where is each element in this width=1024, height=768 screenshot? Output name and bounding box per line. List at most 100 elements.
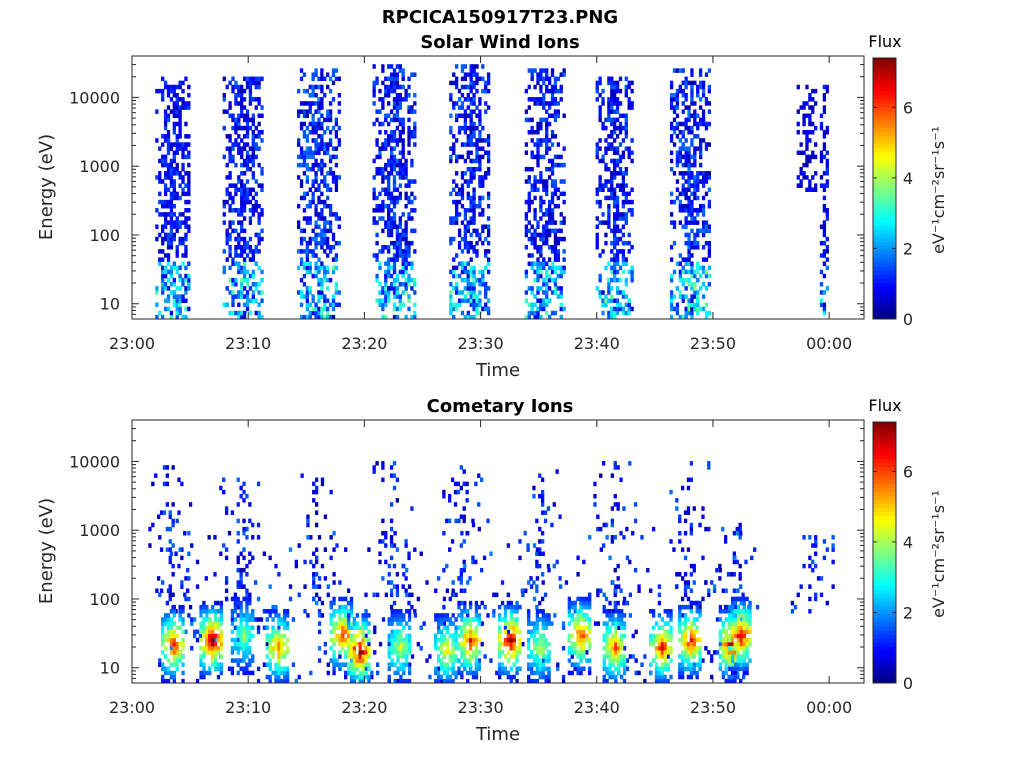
heatmap-cell — [332, 654, 336, 659]
heatmap-cell — [175, 265, 179, 271]
heatmap-cell — [613, 138, 617, 143]
heatmap-cell — [690, 175, 694, 180]
heatmap-cell — [168, 559, 172, 565]
heatmap-cell — [168, 514, 172, 520]
heatmap-cell — [326, 236, 330, 242]
heatmap-cell — [621, 138, 626, 143]
heatmap-cell — [213, 654, 218, 659]
heatmap-cell — [604, 240, 608, 246]
heatmap-cell — [696, 277, 700, 283]
heatmap-cell — [425, 580, 429, 585]
heatmap-cell — [239, 485, 243, 491]
heatmap-cell — [175, 253, 179, 258]
heatmap-cell — [378, 109, 382, 114]
heatmap-cell — [469, 290, 473, 295]
colorbar-frame — [872, 57, 897, 320]
heatmap-cell — [455, 203, 459, 209]
heatmap-cell — [181, 646, 185, 651]
heatmap-cell — [678, 294, 682, 299]
heatmap-cell — [171, 543, 175, 548]
heatmap-cell — [228, 105, 232, 110]
heatmap-cell — [372, 80, 376, 86]
heatmap-cell — [274, 662, 278, 667]
heatmap-cell — [361, 654, 365, 659]
heatmap-cell — [621, 216, 626, 221]
heatmap-cell — [619, 588, 623, 593]
heatmap-cell — [410, 208, 414, 213]
heatmap-cell — [484, 138, 488, 143]
heatmap-cell — [328, 138, 333, 143]
heatmap-cell — [172, 294, 176, 299]
heatmap-cell — [337, 302, 341, 308]
colorbar-segment — [873, 90, 896, 96]
heatmap-cell — [332, 596, 336, 602]
heatmap-cell — [486, 195, 491, 201]
heatmap-cell — [452, 134, 456, 139]
heatmap-cell — [481, 183, 485, 188]
heatmap-cell — [533, 68, 537, 73]
heatmap-cell — [187, 613, 191, 618]
heatmap-cell — [242, 265, 247, 271]
heatmap-cell — [607, 208, 611, 213]
heatmap-cell — [449, 113, 453, 119]
heatmap-cell — [686, 584, 691, 589]
heatmap-cell — [389, 166, 394, 172]
heatmap-cell — [245, 298, 250, 303]
heatmap-cell — [168, 584, 172, 589]
heatmap-cell — [381, 105, 385, 110]
heatmap-cell — [624, 134, 628, 139]
heatmap-cell — [225, 134, 229, 139]
heatmap-cell — [478, 175, 482, 180]
heatmap-cell — [822, 224, 827, 229]
heatmap-cell — [482, 555, 487, 561]
heatmap-cell — [254, 298, 258, 303]
heatmap-cell — [294, 559, 298, 565]
heatmap-cell — [228, 236, 232, 242]
heatmap-cell — [222, 543, 226, 548]
heatmap-cell — [314, 158, 318, 164]
heatmap-cell — [172, 109, 176, 114]
heatmap-cell — [320, 84, 324, 90]
heatmap-cell — [669, 220, 674, 225]
heatmap-cell — [387, 572, 391, 577]
heatmap-cell — [178, 613, 182, 618]
heatmap-cell — [254, 245, 258, 250]
heatmap-cell — [556, 203, 560, 209]
heatmap-cell — [696, 195, 700, 201]
heatmap-cell — [251, 187, 255, 193]
heatmap-cell — [236, 530, 240, 536]
heatmap-cell — [457, 97, 462, 102]
heatmap-cell — [248, 216, 253, 221]
heatmap-cell — [314, 212, 318, 217]
heatmap-cell — [181, 80, 185, 86]
heatmap-cell — [187, 273, 191, 279]
heatmap-cell — [449, 240, 453, 246]
heatmap-cell — [539, 97, 543, 102]
heatmap-cell — [607, 314, 611, 320]
heatmap-cell — [148, 526, 152, 532]
heatmap-cell — [161, 162, 165, 168]
heatmap-cell — [361, 666, 365, 672]
heatmap-cell — [506, 629, 511, 635]
heatmap-cell — [337, 240, 341, 246]
panel1-heatmap — [155, 64, 829, 320]
heatmap-cell — [533, 175, 537, 180]
heatmap-cell — [306, 518, 310, 524]
heatmap-cell — [553, 109, 558, 114]
heatmap-cell — [413, 282, 417, 287]
heatmap-cell — [469, 232, 473, 238]
heatmap-cell — [690, 97, 694, 102]
heatmap-cell — [819, 253, 824, 258]
heatmap-cell — [245, 84, 250, 90]
heatmap-cell — [701, 80, 706, 86]
heatmap-cell — [381, 518, 385, 524]
heatmap-cell — [486, 224, 491, 229]
heatmap-cell — [349, 633, 354, 639]
heatmap-cell — [302, 191, 307, 197]
heatmap-cell — [678, 518, 682, 524]
heatmap-cell — [550, 72, 555, 77]
heatmap-cell — [163, 117, 168, 123]
heatmap-cell — [615, 171, 620, 176]
heatmap-cell — [375, 298, 379, 303]
heatmap-cell — [396, 637, 400, 643]
